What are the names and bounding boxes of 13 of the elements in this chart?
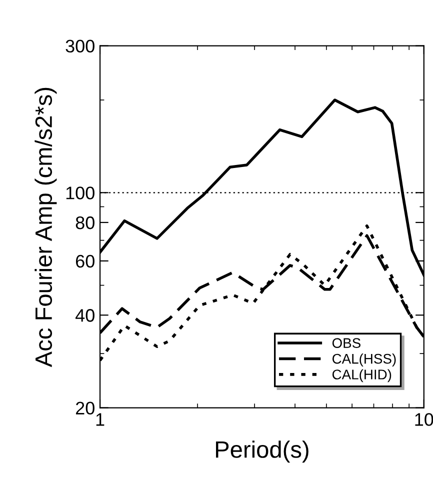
legend-label: CAL(HID) — [332, 369, 392, 382]
y-axis-title: Acc Fourier Amp (cm/s2*s) — [34, 88, 57, 368]
y-tick-label: 60 — [76, 254, 94, 268]
y-tick-label: 20 — [76, 402, 94, 414]
y-tick-label: 40 — [75, 309, 94, 322]
x-tick-label: 1 — [96, 413, 104, 426]
legend-label: OBS — [332, 338, 360, 348]
x-tick-label: 10 — [415, 413, 433, 426]
y-tick-label: 100 — [66, 186, 94, 200]
x-axis-title: Period(s) — [216, 440, 308, 463]
y-tick-label: 300 — [66, 40, 94, 53]
y-tick-label: 80 — [76, 216, 94, 230]
legend-label: CAL(HSS) — [332, 354, 396, 366]
